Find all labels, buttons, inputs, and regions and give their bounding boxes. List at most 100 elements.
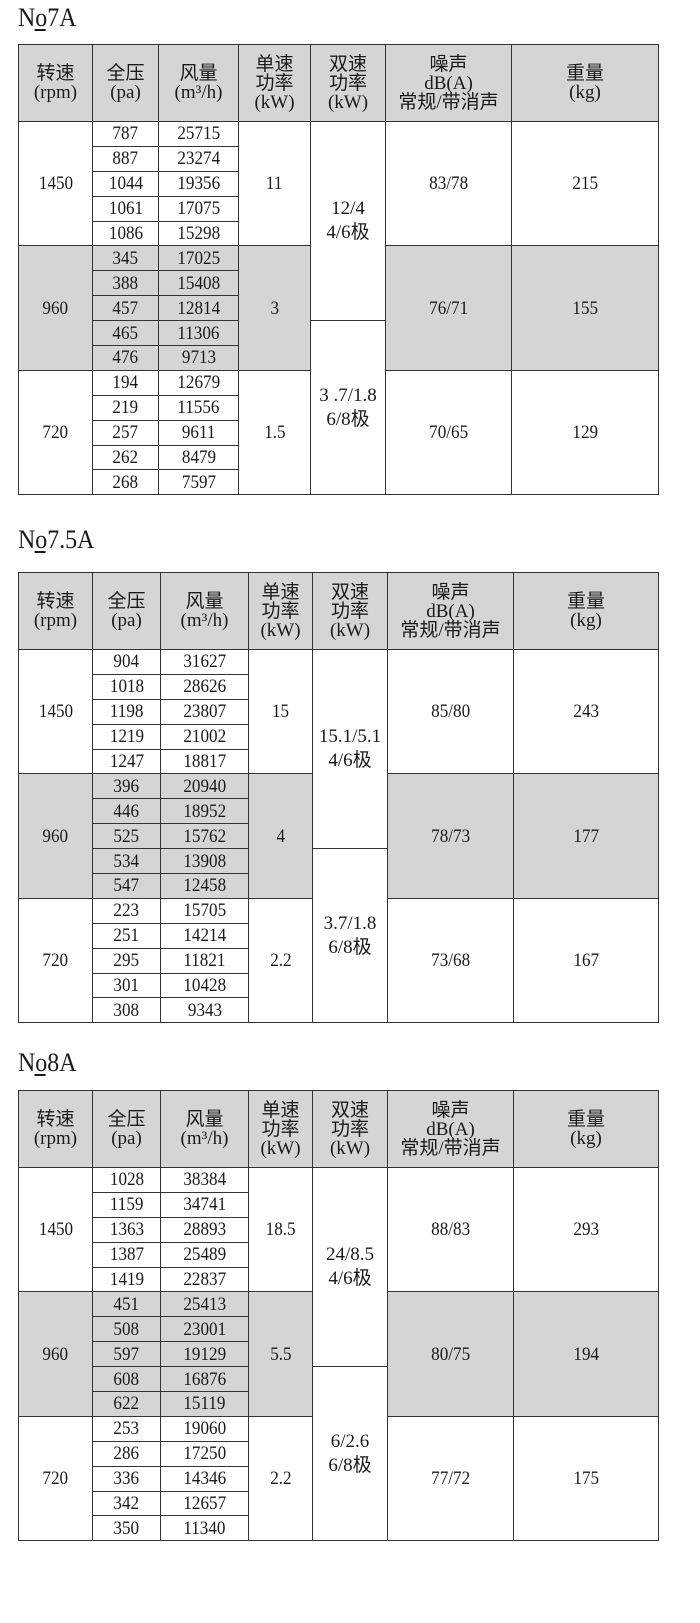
flow-cell: 18952 [160,798,249,825]
flow-cell: 23807 [160,698,249,725]
header-single-power: 单速 功率 (kW) [248,572,313,650]
rpm-cell: 720 [18,369,93,496]
flow-cell: 10428 [160,972,249,999]
rpm-cell: 1450 [18,1166,93,1293]
header-flow: 风量 (m³/h) [158,44,239,122]
table-row: 1018 28626 [19,673,659,700]
table-row: 457 12814 [19,295,659,322]
dual-power-cell: 6/2.6 6/8极 [312,1366,388,1542]
table-row: 960 451 25413 5.5 80/75 194 [18,1291,659,1417]
spec-table: 转速 (rpm) 全压 (pa) 风量 (m³/h) 单速 功率 (kW) 双速 功率 (kW) 噪声 d… [18,572,659,1024]
table-row: 262 8479 [19,444,659,471]
flow-cell: 11340 [160,1515,249,1542]
model-title: No8A [18,1048,77,1077]
weight-cell: 129 [511,369,659,496]
dual-power-cell: 15.1/5.1 4/6极 [312,648,388,850]
header-dual-power: 双速 功率 (kW) [312,572,388,650]
pressure-cell: 525 [92,823,161,850]
dual-power-cell: 12/4 4/6极 [310,120,386,322]
header-dual-power: 双速 功率 (kW) [312,1090,388,1168]
single-power-cell: 18.5 [248,1166,313,1293]
dual-power-poles: 6/8极 [326,408,370,430]
flow-cell: 16876 [160,1366,249,1393]
header-pressure: 全压 (pa) [92,1090,161,1168]
flow-cell: 15762 [160,823,249,850]
pressure-cell: 257 [92,419,159,446]
pressure-cell: 350 [92,1515,161,1542]
table-row: 534 13908 3.7/1.8 6/8极 [19,848,659,1024]
flow-cell: 17075 [158,195,239,222]
dual-power-value: 6/2.6 [330,1430,370,1452]
table-row: 446 18952 [19,798,659,825]
table-row: 720 253 19060 2.2 77/72 175 [18,1415,659,1542]
header-weight: 重量 (kg) [511,44,659,122]
single-power-cell: 5.5 [248,1291,313,1417]
spec-table: 转速 (rpm) 全压 (pa) 风量 (m³/h) 单速 功率 (kW) 双速 功率 (kW) 噪声 d… [18,1090,659,1542]
pressure-cell: 1086 [92,220,159,247]
pressure-cell: 286 [92,1440,161,1467]
dual-power-poles: 4/6极 [326,222,370,244]
flow-cell: 23274 [158,145,239,172]
table-row: 1247 18817 [19,748,659,775]
pressure-cell: 1198 [92,698,161,725]
header-single-power: 单速 功率 (kW) [248,1090,313,1168]
pressure-cell: 446 [92,798,161,825]
table-row: 1086 15298 [19,220,659,247]
table-row: 388 15408 [19,270,659,297]
pressure-cell: 1044 [92,170,159,197]
table-row: 525 15762 [19,823,659,850]
pressure-cell: 345 [92,245,159,272]
pressure-cell: 451 [92,1291,161,1318]
pressure-cell: 476 [92,345,159,371]
noise-cell: 76/71 [385,245,512,371]
header-row: 转速 (rpm) 全压 (pa) 风量 (m³/h) 单速 功率 (kW) 双速 功率 (kW) 噪声 d… [18,1090,659,1168]
flow-cell: 18817 [160,748,249,775]
table-row: 597 19129 [19,1341,659,1368]
pressure-cell: 396 [92,773,161,800]
pressure-cell: 1419 [92,1266,161,1293]
pressure-cell: 308 [92,997,161,1024]
pressure-cell: 1247 [92,748,161,775]
header-rpm: 转速 (rpm) [18,44,93,122]
header-weight: 重量 (kg) [513,1090,659,1168]
single-power-cell: 2.2 [248,897,313,1024]
flow-cell: 12657 [160,1490,249,1517]
table-row: 1363 28893 [19,1216,659,1243]
flow-cell: 7597 [158,469,239,496]
dual-power-cell: 24/8.5 4/6极 [312,1166,388,1368]
flow-cell: 23001 [160,1316,249,1343]
pressure-cell: 342 [92,1490,161,1517]
pressure-cell: 219 [92,394,159,421]
table-row: 336 14346 [19,1465,659,1492]
flow-cell: 11821 [160,947,249,974]
table-row: 286 17250 [19,1440,659,1467]
dual-power-value: 15.1/5.1 [318,726,382,748]
flow-cell: 15119 [160,1391,249,1417]
rpm-cell: 1450 [18,120,93,247]
weight-cell: 175 [513,1415,659,1542]
flow-cell: 25489 [160,1241,249,1268]
table-row: 960 396 20940 4 78/73 177 [18,773,659,899]
rpm-cell: 720 [18,1415,93,1542]
weight-cell: 167 [513,897,659,1024]
table-row: 622 15119 [19,1391,659,1417]
pressure-cell: 534 [92,848,161,875]
table-row: 268 7597 [19,469,659,496]
noise-cell: 73/68 [387,897,514,1024]
header-pressure: 全压 (pa) [92,572,161,650]
noise-cell: 70/65 [385,369,512,496]
table-row: 887 23274 [19,145,659,172]
flow-cell: 12458 [160,873,249,899]
table-row: 1198 23807 [19,698,659,725]
single-power-cell: 2.2 [248,1415,313,1542]
flow-cell: 38384 [160,1167,249,1193]
dual-power-cell: 3.7/1.8 6/8极 [312,848,388,1024]
table-row: 547 12458 [19,873,659,899]
pressure-cell: 1159 [92,1191,161,1218]
header-flow: 风量 (m³/h) [160,572,249,650]
single-power-cell: 3 [238,245,311,371]
weight-cell: 243 [513,648,659,775]
header-row: 转速 (rpm) 全压 (pa) 风量 (m³/h) 单速 功率 (kW) 双速 功率 (kW) 噪声 d… [18,572,659,650]
flow-cell: 19129 [160,1341,249,1368]
pressure-cell: 301 [92,972,161,999]
